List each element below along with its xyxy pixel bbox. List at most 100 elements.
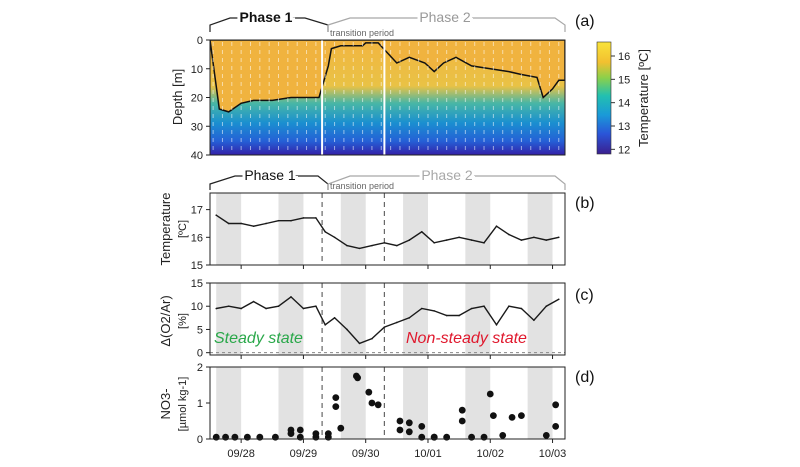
panel-letter-c: (c) [575,287,594,304]
data-point-b [333,236,336,239]
data-point-d [499,432,507,439]
ytick-label-d: 1 [197,398,203,410]
data-point-d [552,423,560,430]
data-point-b [520,239,523,241]
plot-frame-d [209,366,566,440]
data-point-d [489,412,497,419]
phase2-bracket-a [327,17,566,32]
series-line-b [215,214,559,250]
data-point-c [315,305,317,308]
phase1-label-b: Phase 1 [244,167,296,183]
night-band [465,193,491,265]
ytick-label-b: 17 [191,205,203,217]
night-bands-c [216,283,553,355]
panel-letter-b: (b) [575,195,595,212]
data-point-c [346,328,348,331]
data-point-d [368,399,376,407]
data-point-d [222,433,229,441]
night-band [340,193,366,265]
data-point-c [433,310,436,312]
nonsteady-state-label: Non-steady state [406,330,527,347]
data-point-b [396,244,398,247]
data-point-d [296,426,304,434]
data-point-d [443,433,451,441]
steady-state-label: Steady state [214,330,303,347]
data-point-d [542,432,550,439]
night-band [465,367,491,439]
ytick-label-b: 15 [191,260,203,272]
data-point-c [508,305,510,308]
data-point-d [468,433,475,441]
data-point-b [358,247,361,250]
ytick-label-d: 2 [197,362,203,374]
colorbar-tick-label: 14 [618,98,630,110]
data-point-d [430,433,438,441]
y-axis-a: 0 10 20 30 40 [191,35,210,162]
data-point-c [252,300,255,303]
xtick-label: 09/30 [352,448,380,460]
data-point-c [483,305,485,308]
data-point-b [458,236,460,239]
xtick-label: 10/01 [414,448,442,460]
temperature-field [210,40,565,155]
data-point-d [458,417,466,425]
plot-frame-c [209,282,566,356]
panel-d: NO3- [µmol kg-1] (d) 0 1 2 09/28 09/29 09/30 1… [158,362,595,460]
data-point-c [545,305,548,308]
data-point-c [215,307,218,310]
phase-header-b: Phase 1 Phase 2 transition period [209,164,566,191]
phase1-label-a: Phase 1 [240,9,293,25]
xtick-label: 10/02 [476,448,504,460]
ytick-label-a: 30 [191,121,203,133]
transition-label-a: transition period [330,28,394,38]
data-point-d [405,428,413,436]
data-point-c [302,307,305,310]
data-point-c [495,324,498,326]
night-band [527,367,553,439]
night-bands-d [216,367,553,439]
night-band [216,193,242,265]
data-point-b [252,225,255,228]
data-point-d [287,426,295,434]
data-point-d [354,374,362,382]
night-band [216,283,242,355]
phase-header-a: Phase 1 Phase 2 transition period [209,6,566,38]
data-point-d [271,433,279,441]
data-point-b [557,236,560,239]
ylabel-unit-d: [µmol kg-1] [177,377,189,432]
data-point-b [290,219,292,222]
data-point-d [243,433,251,441]
data-point-c [420,307,423,310]
ylabel-b: Temperature [158,193,173,266]
data-point-c [470,307,473,310]
night-band [527,283,553,355]
data-point-d [332,403,340,410]
data-point-b [240,222,242,225]
colorbar-label: Temperature [ºC] [636,49,651,147]
ytick-label-a: 40 [191,150,203,162]
data-point-b [433,242,436,244]
data-point-b [324,230,327,233]
plot-frame-b [209,192,566,266]
data-point-c [533,319,535,321]
night-band [278,193,304,265]
ytick-label-a: 0 [197,35,203,47]
data-point-d [508,414,516,421]
ytick-label-c: 0 [197,348,203,360]
data-point-b [545,239,548,241]
xtick-label: 10/03 [539,448,567,460]
data-point-b [495,225,498,228]
data-point-d [486,390,494,398]
data-point-b [483,242,485,244]
data-point-d [418,423,426,430]
ytick-label-c: 5 [197,324,203,336]
night-band [216,367,242,439]
data-point-b [346,244,348,247]
data-point-c [371,337,373,340]
data-point-d [296,433,304,441]
data-point-d [212,433,220,441]
ylabel-unit-c: [%] [177,313,189,329]
data-point-b [533,236,535,239]
data-point-b [470,239,473,241]
data-point-b [445,239,448,241]
